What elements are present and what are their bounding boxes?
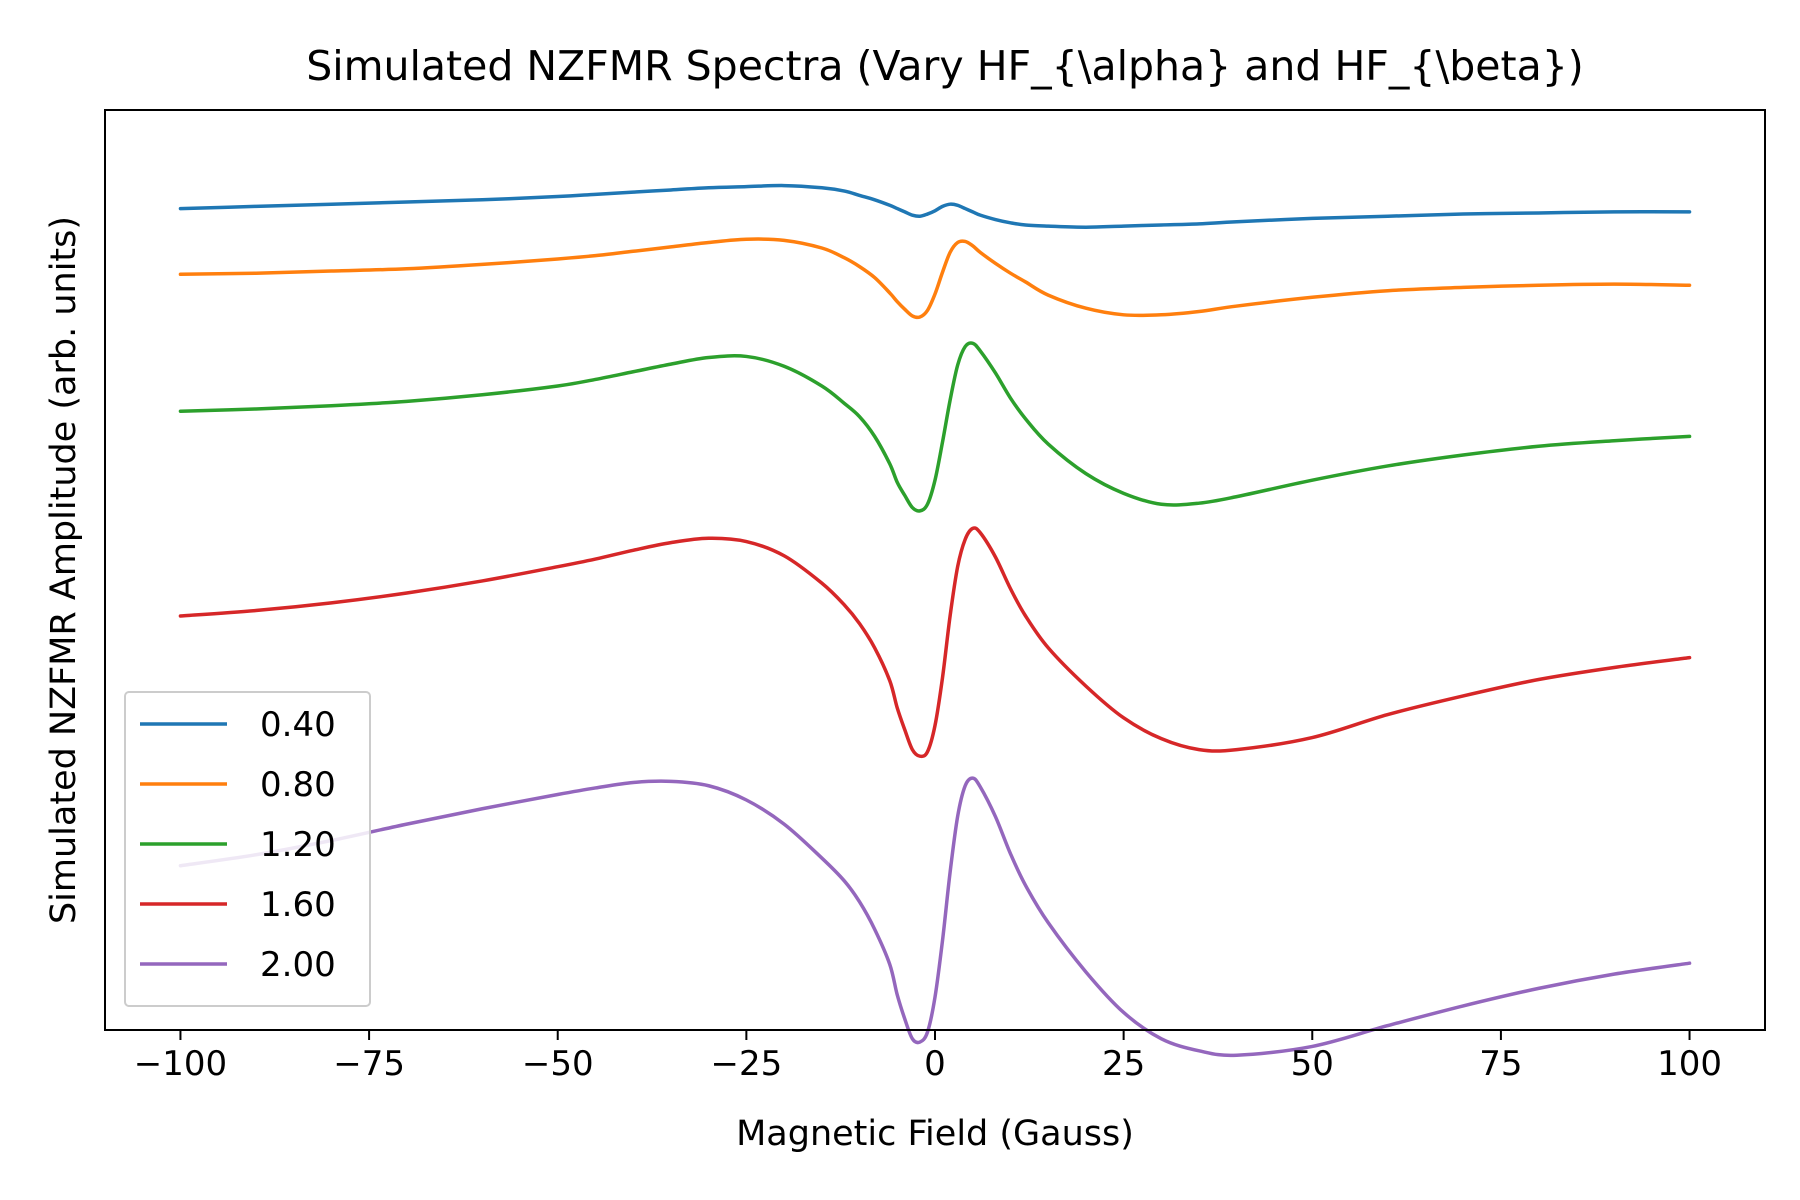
legend-box bbox=[124, 691, 371, 1007]
plot-lines bbox=[178, 183, 1692, 1058]
x-tick-label: 0 bbox=[924, 1044, 946, 1084]
x-tick-label: 75 bbox=[1479, 1044, 1522, 1084]
x-axis-label: Magnetic Field (Gauss) bbox=[736, 1114, 1134, 1154]
legend-label: 2.00 bbox=[260, 945, 336, 985]
series-line-3 bbox=[178, 341, 1692, 513]
x-tick-label: 100 bbox=[1657, 1044, 1722, 1084]
x-tick-label: 25 bbox=[1102, 1044, 1145, 1084]
series-line-4 bbox=[178, 526, 1692, 759]
legend: 0.40 0.80 1.20 1.60 2.00 bbox=[124, 691, 371, 1007]
x-axis: −100 −75 −50 −25 0 25 50 75 100 bbox=[134, 1030, 1722, 1084]
x-tick-label: 50 bbox=[1291, 1044, 1334, 1084]
legend-label: 1.60 bbox=[260, 885, 336, 925]
x-tick-label: −50 bbox=[522, 1044, 594, 1084]
x-tick-label: −75 bbox=[333, 1044, 405, 1084]
legend-label: 0.40 bbox=[260, 705, 336, 745]
x-tick-label: −100 bbox=[134, 1044, 227, 1084]
legend-label: 0.80 bbox=[260, 765, 336, 805]
series-line-5 bbox=[178, 776, 1692, 1058]
y-axis-label: Simulated NZFMR Amplitude (arb. units) bbox=[44, 216, 84, 924]
legend-label: 1.20 bbox=[260, 825, 336, 865]
series-line-1 bbox=[178, 183, 1692, 229]
x-tick-label: −25 bbox=[710, 1044, 782, 1084]
series-line-2 bbox=[178, 237, 1692, 320]
chart-title: Simulated NZFMR Spectra (Vary HF_{\alpha… bbox=[306, 42, 1584, 90]
